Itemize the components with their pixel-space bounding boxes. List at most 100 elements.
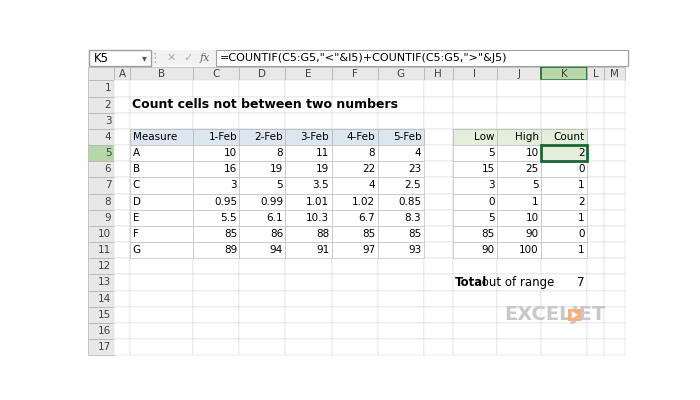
Bar (377, 258, 424, 274)
Text: 23: 23 (408, 164, 421, 174)
Bar (88, 96, 113, 113)
Bar (286, 67, 332, 80)
Bar (424, 290, 453, 307)
Bar (541, 161, 587, 177)
Text: Total: Total (455, 276, 488, 289)
Text: 2.5: 2.5 (405, 180, 421, 190)
Bar (424, 67, 453, 80)
Text: fx: fx (200, 53, 211, 63)
Text: 9: 9 (105, 213, 111, 223)
Text: Low: Low (474, 132, 495, 142)
Bar (332, 113, 377, 129)
Bar (239, 177, 286, 194)
Bar (88, 290, 113, 307)
Text: 7: 7 (105, 180, 111, 190)
Bar (239, 307, 286, 323)
Bar (193, 339, 239, 355)
Bar (541, 145, 587, 161)
Bar (130, 177, 193, 194)
Bar (88, 177, 113, 194)
Bar (239, 161, 286, 177)
Text: Measure: Measure (133, 132, 177, 142)
Bar (239, 145, 286, 161)
Bar (497, 226, 541, 242)
Bar (587, 323, 604, 339)
Bar (130, 323, 193, 339)
Bar (239, 177, 286, 194)
Bar (113, 177, 130, 194)
Bar (286, 210, 332, 226)
Bar (286, 290, 332, 307)
Text: 3: 3 (488, 180, 495, 190)
Text: 6.7: 6.7 (358, 213, 375, 223)
Bar (377, 226, 424, 242)
Bar (130, 161, 193, 177)
Text: 89: 89 (224, 245, 237, 255)
Bar (541, 226, 587, 242)
Bar (497, 80, 541, 96)
Bar (332, 290, 377, 307)
Bar (239, 339, 286, 355)
Bar (239, 242, 286, 258)
Bar (604, 258, 625, 274)
Bar (497, 194, 541, 210)
Bar (453, 210, 497, 226)
Bar (604, 67, 625, 80)
Bar (332, 194, 377, 210)
Bar (286, 194, 332, 210)
Bar (424, 145, 453, 161)
Text: ✓: ✓ (183, 53, 193, 63)
Text: 11: 11 (316, 148, 329, 158)
Text: 1: 1 (578, 213, 584, 223)
Text: 10: 10 (526, 148, 539, 158)
Bar (113, 96, 130, 113)
Text: 5: 5 (105, 148, 111, 158)
Bar (130, 210, 193, 226)
Bar (286, 177, 332, 194)
Bar (88, 67, 113, 80)
Text: 0.99: 0.99 (260, 197, 283, 207)
Text: 4: 4 (414, 148, 421, 158)
Bar (332, 226, 377, 242)
Bar (286, 113, 332, 129)
Bar (239, 290, 286, 307)
Bar (587, 96, 604, 113)
Bar (604, 226, 625, 242)
Bar (239, 274, 286, 290)
Bar (193, 129, 239, 145)
Bar (286, 339, 332, 355)
Text: High: High (514, 132, 539, 142)
Bar (239, 161, 286, 177)
Bar (193, 226, 239, 242)
Bar (604, 129, 625, 145)
Text: 12: 12 (98, 261, 111, 271)
Bar (453, 161, 497, 177)
Bar (377, 67, 424, 80)
Text: 0: 0 (488, 197, 495, 207)
Bar (130, 194, 193, 210)
Text: ▾: ▾ (142, 53, 147, 63)
Bar (130, 67, 193, 80)
Bar (587, 307, 604, 323)
Bar (497, 145, 541, 161)
Bar (497, 323, 541, 339)
Bar (604, 80, 625, 96)
Bar (286, 226, 332, 242)
Bar (377, 113, 424, 129)
Text: 2: 2 (578, 197, 584, 207)
Bar (113, 80, 130, 96)
Bar (332, 307, 377, 323)
Bar (130, 339, 193, 355)
Bar (424, 96, 453, 113)
Bar (332, 258, 377, 274)
Bar (497, 242, 541, 258)
Bar (604, 290, 625, 307)
Bar (130, 129, 193, 145)
Bar (88, 129, 113, 145)
Bar (541, 210, 587, 226)
Bar (377, 210, 424, 226)
Bar (332, 129, 377, 145)
Bar (332, 226, 377, 242)
Text: 93: 93 (408, 245, 421, 255)
Bar (424, 226, 453, 242)
